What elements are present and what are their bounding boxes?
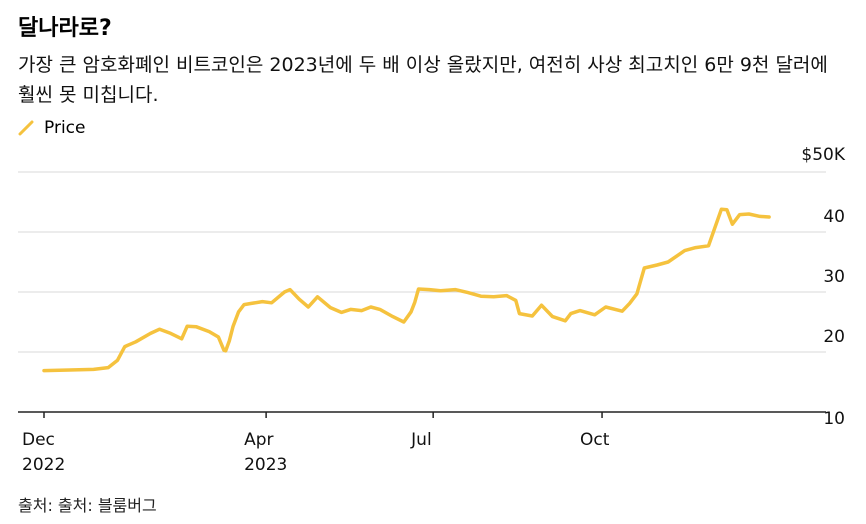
x-axis-ticks: Dec 2022 Apr 2023 Jul Oct bbox=[22, 412, 610, 475]
chart-subtitle: 가장 큰 암호화폐인 비트코인은 2023년에 두 배 이상 올랐지만, 여전히… bbox=[18, 54, 828, 106]
y-tick-label-30: 30 bbox=[823, 267, 845, 287]
x-tick-year-2022: 2022 bbox=[22, 455, 65, 475]
x-tick-label-dec: Dec bbox=[22, 430, 55, 450]
x-tick-label-apr: Apr bbox=[244, 430, 273, 450]
legend: Price bbox=[18, 118, 85, 138]
legend-label-price: Price bbox=[44, 118, 86, 138]
x-tick-year-2023: 2023 bbox=[244, 455, 287, 475]
y-tick-label-10: 10 bbox=[823, 409, 845, 429]
y-tick-label-20: 20 bbox=[823, 327, 845, 347]
series-line-price bbox=[42, 207, 771, 373]
source-note: 출처: 출처: 블룸버그 bbox=[18, 496, 157, 515]
gridlines bbox=[18, 171, 826, 353]
y-tick-label-50: $50K bbox=[801, 145, 845, 165]
x-tick-label-oct: Oct bbox=[580, 430, 610, 450]
x-tick-label-jul: Jul bbox=[410, 430, 432, 450]
legend-swatch bbox=[18, 120, 34, 136]
series-layer bbox=[42, 207, 771, 373]
y-axis-ticks: $50K 40 30 20 10 bbox=[801, 145, 845, 429]
chart-title: 달나라로? bbox=[18, 16, 112, 41]
y-tick-label-40: 40 bbox=[823, 207, 845, 227]
